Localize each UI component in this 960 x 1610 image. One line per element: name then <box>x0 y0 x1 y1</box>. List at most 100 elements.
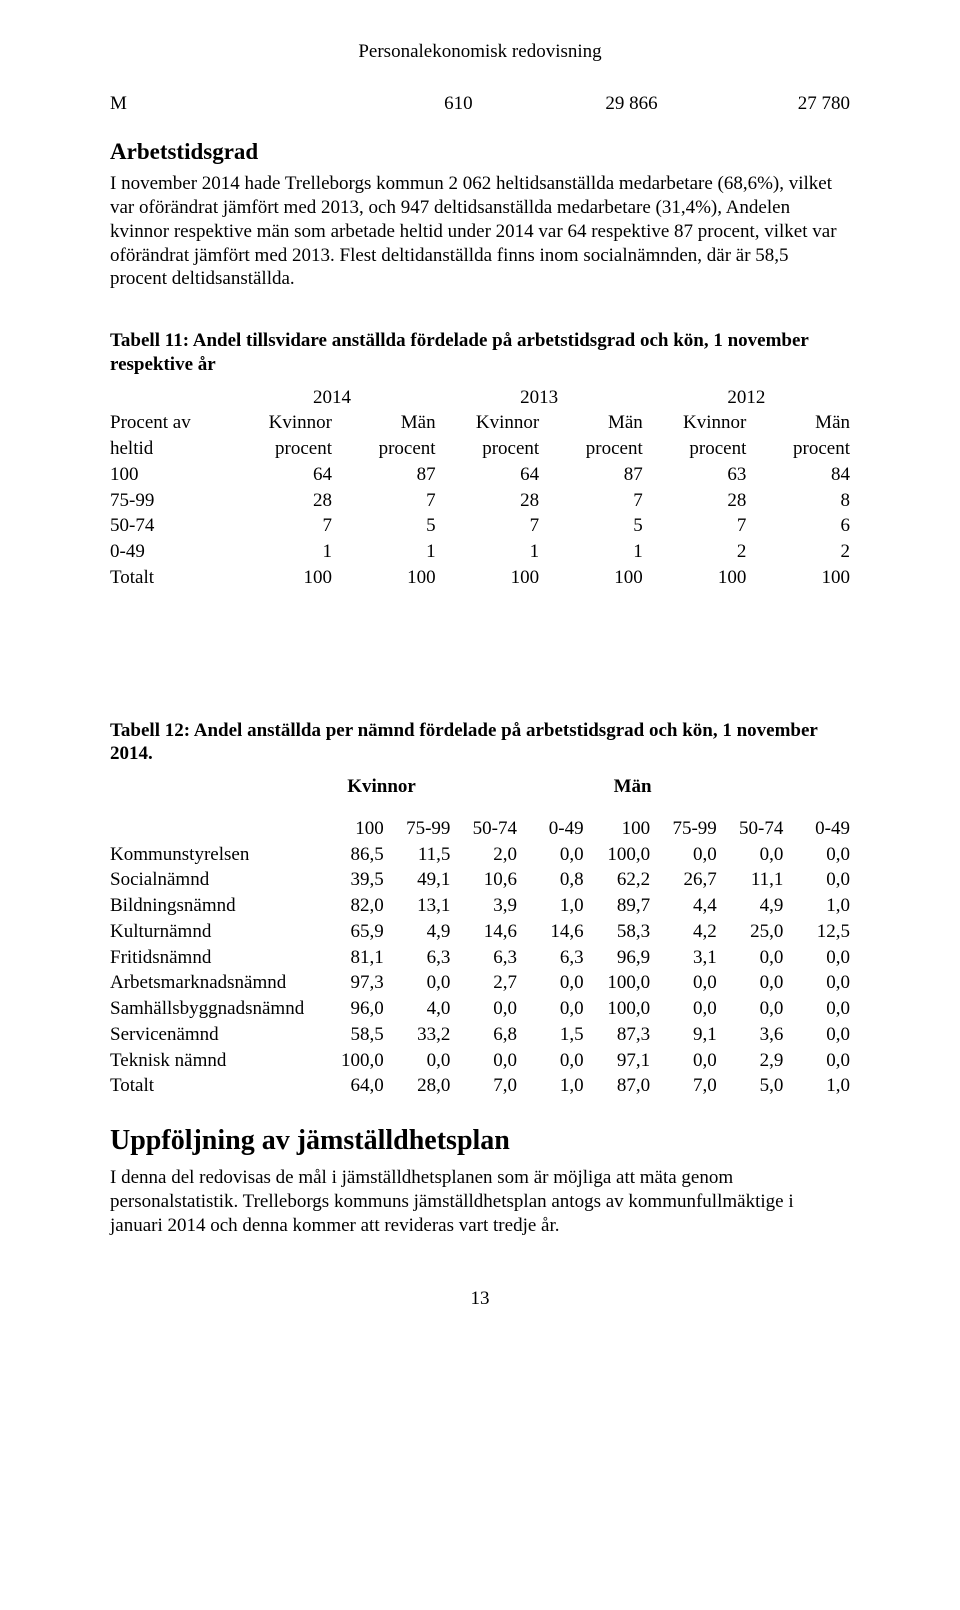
table11-cell: 1 <box>228 539 332 565</box>
table11-col-subheader: procent <box>539 436 643 462</box>
table11-cell: 1 <box>539 539 643 565</box>
table12-cell: 5,0 <box>717 1073 784 1099</box>
table12-cell: 0,0 <box>717 996 784 1022</box>
table12-cell: 0,0 <box>717 842 784 868</box>
table12-cell: 100,0 <box>584 842 651 868</box>
table12-cell: 100,0 <box>584 970 651 996</box>
table11-col-header: Män <box>539 410 643 436</box>
table11-year: 2014 <box>228 385 435 411</box>
table11-row-label: 50-74 <box>110 513 228 539</box>
table12-cell: 0,0 <box>650 970 717 996</box>
table12-cell: 13,1 <box>384 893 451 919</box>
table12-cell: 0,0 <box>450 996 517 1022</box>
table12-cell: 28,0 <box>384 1073 451 1099</box>
table12-cell: 3,1 <box>650 945 717 971</box>
table11-col-subheader: procent <box>746 436 850 462</box>
table12-cell: 0,0 <box>783 1048 850 1074</box>
table12-cell: 0,0 <box>650 1048 717 1074</box>
table12-cell: 97,1 <box>584 1048 651 1074</box>
table12-cell: 1,5 <box>517 1022 584 1048</box>
table12-cell: 1,0 <box>517 1073 584 1099</box>
table11-cell: 5 <box>539 513 643 539</box>
table12-cell: 11,5 <box>384 842 451 868</box>
table11-col-subheader: procent <box>332 436 436 462</box>
table11-cell: 64 <box>228 462 332 488</box>
table12-cell: 6,3 <box>384 945 451 971</box>
table11-cell: 1 <box>332 539 436 565</box>
table12-cell: 96,9 <box>584 945 651 971</box>
table12-cell: 49,1 <box>384 867 451 893</box>
table12-row-label: Kommunstyrelsen <box>110 842 317 868</box>
table11-col-subheader: procent <box>228 436 332 462</box>
table12-cell: 12,5 <box>783 919 850 945</box>
table12-cell: 0,0 <box>783 867 850 893</box>
table12-cell: 1,0 <box>783 893 850 919</box>
table12-cell: 4,9 <box>717 893 784 919</box>
table12-cell: 0,0 <box>783 1022 850 1048</box>
table11-rowlabel-head2: heltid <box>110 436 228 462</box>
table12-row-label: Fritidsnämnd <box>110 945 317 971</box>
table11-row-label: 100 <box>110 462 228 488</box>
table11-cell: 100 <box>228 565 332 591</box>
table12-cell: 39,5 <box>317 867 384 893</box>
table11-cell: 7 <box>436 513 540 539</box>
table11-cell: 7 <box>228 513 332 539</box>
table12-row-label: Servicenämnd <box>110 1022 317 1048</box>
table11-year: 2012 <box>643 385 850 411</box>
table12-col-header: 75-99 <box>384 816 451 842</box>
table11-cell: 7 <box>539 488 643 514</box>
table11-cell: 87 <box>539 462 643 488</box>
table12-cell: 11,1 <box>717 867 784 893</box>
table12-cell: 58,5 <box>317 1022 384 1048</box>
table12-cell: 86,5 <box>317 842 384 868</box>
m-col-3: 27 780 <box>658 92 850 116</box>
table12-cell: 14,6 <box>450 919 517 945</box>
table12-cell: 58,3 <box>584 919 651 945</box>
table12-caption: Tabell 12: Andel anställda per nämnd för… <box>110 719 850 767</box>
table12-cell: 2,9 <box>717 1048 784 1074</box>
table12-cell: 7,0 <box>450 1073 517 1099</box>
table-row: Fritidsnämnd81,16,36,36,396,93,10,00,0 <box>110 945 850 971</box>
table11-cell: 100 <box>332 565 436 591</box>
section-paragraph: I november 2014 hade Trelleborgs kommun … <box>110 172 850 291</box>
table-row: Kulturnämnd65,94,914,614,658,34,225,012,… <box>110 919 850 945</box>
table11-cell: 8 <box>746 488 850 514</box>
table12-cell: 81,1 <box>317 945 384 971</box>
table12-cell: 87,3 <box>584 1022 651 1048</box>
table12-cell: 100,0 <box>584 996 651 1022</box>
table12-cell: 4,9 <box>384 919 451 945</box>
table12-col-header: 100 <box>317 816 384 842</box>
table-11: 201420132012Procent avKvinnorMänKvinnorM… <box>110 385 850 591</box>
table11-cell: 87 <box>332 462 436 488</box>
table12-row-label: Teknisk nämnd <box>110 1048 317 1074</box>
table11-cell: 2 <box>643 539 747 565</box>
m-col-2: 29 866 <box>473 92 658 116</box>
table12-cell: 65,9 <box>317 919 384 945</box>
table12-group-header: Män <box>584 774 850 800</box>
table11-cell: 63 <box>643 462 747 488</box>
table11-cell: 100 <box>436 565 540 591</box>
table11-cell: 28 <box>228 488 332 514</box>
table12-cell: 1,0 <box>783 1073 850 1099</box>
table11-year: 2013 <box>436 385 643 411</box>
table11-cell: 28 <box>643 488 747 514</box>
table11-cell: 100 <box>539 565 643 591</box>
table12-row-label: Totalt <box>110 1073 317 1099</box>
table12-cell: 89,7 <box>584 893 651 919</box>
table-row: 0-49111122 <box>110 539 850 565</box>
table11-col-subheader: procent <box>436 436 540 462</box>
table12-col-header: 0-49 <box>783 816 850 842</box>
table11-col-header: Män <box>746 410 850 436</box>
table12-cell: 96,0 <box>317 996 384 1022</box>
table12-cell: 0,0 <box>517 842 584 868</box>
table12-cell: 1,0 <box>517 893 584 919</box>
table12-row-label: Socialnämnd <box>110 867 317 893</box>
table11-cell: 28 <box>436 488 540 514</box>
page-number: 13 <box>110 1287 850 1311</box>
table12-cell: 25,0 <box>717 919 784 945</box>
table12-cell: 3,9 <box>450 893 517 919</box>
table11-col-header: Kvinnor <box>643 410 747 436</box>
table11-col-header: Män <box>332 410 436 436</box>
table12-row-label: Arbetsmarknadsnämnd <box>110 970 317 996</box>
running-header: Personalekonomisk redovisning <box>110 40 850 64</box>
